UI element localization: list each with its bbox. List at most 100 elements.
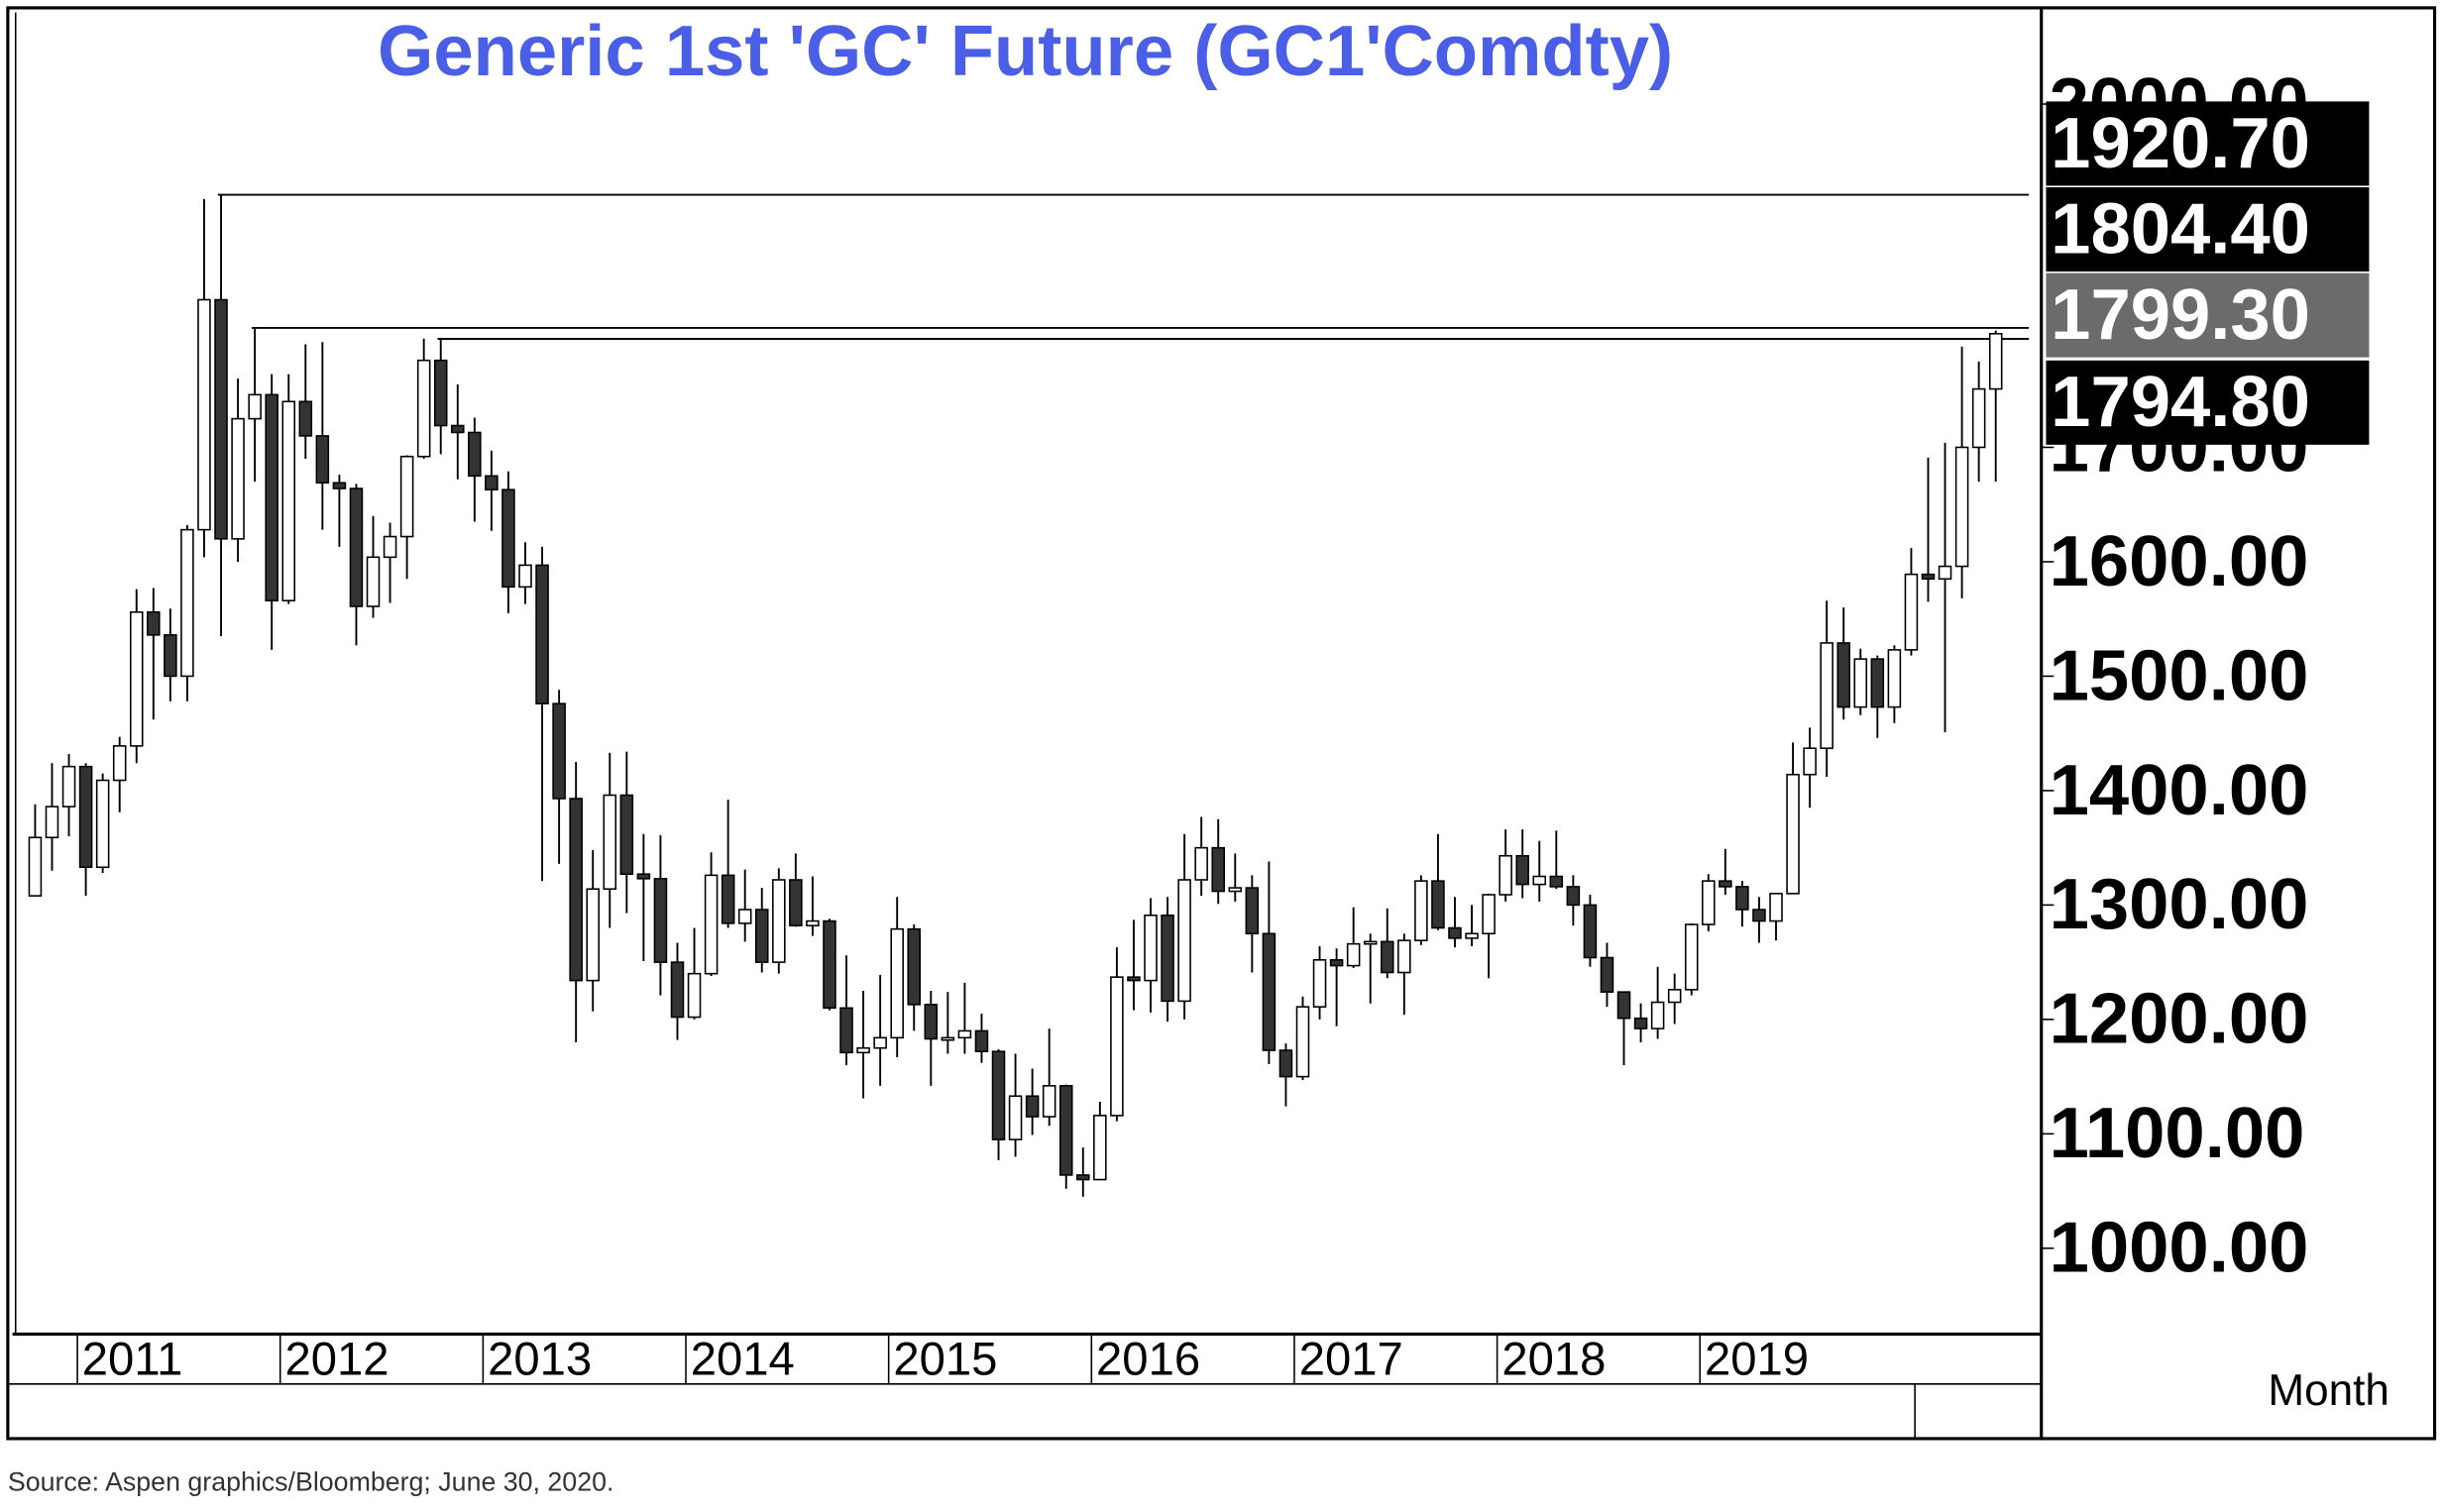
candle-body (1702, 880, 1716, 925)
candle-body (485, 475, 499, 490)
candle-body (315, 435, 330, 485)
candle-body (1954, 446, 1969, 568)
candle-body (1161, 914, 1174, 1003)
candle-body (197, 298, 211, 531)
candle-body (1870, 658, 1885, 708)
y-tick-label: 1400.00 (2050, 750, 2309, 830)
candle-body (332, 482, 347, 489)
candle-body (129, 610, 144, 747)
candle-body (1938, 565, 1952, 581)
candle-body (586, 888, 600, 982)
candle-body (1735, 886, 1749, 911)
candle-body (941, 1036, 955, 1041)
candle-body (1684, 923, 1699, 991)
candle-body (248, 393, 262, 420)
x-tick-label: 2016 (1096, 1333, 1200, 1385)
candle-body (1144, 914, 1158, 982)
level-box (2046, 187, 2370, 272)
candle-body (1616, 991, 1631, 1020)
candle-body (1769, 893, 1783, 922)
candle-body (856, 1046, 870, 1054)
candle-body (890, 927, 904, 1039)
candle-body (180, 528, 194, 678)
x-tick-label: 2019 (1705, 1333, 1809, 1385)
chart-title: Generic 1st 'GC' Future (GC1'Comdty) (378, 11, 1673, 91)
level-label: 1799.30 (2051, 274, 2310, 355)
candle-body (1008, 1095, 1023, 1140)
x-tick-label: 2015 (893, 1333, 997, 1385)
candle-body (1245, 887, 1260, 935)
candle-body (1549, 875, 1564, 888)
candle-body (1110, 976, 1124, 1117)
candle-body (957, 1029, 972, 1039)
candle-body (147, 610, 161, 636)
candle-body (281, 400, 296, 601)
candle-body (772, 879, 786, 963)
candle-body (518, 564, 532, 589)
candle-body (1329, 959, 1344, 967)
candle-body (823, 919, 836, 1010)
x-tick-label: 2014 (691, 1333, 795, 1385)
candle-body (1988, 333, 2003, 390)
x-tick-label: 2012 (284, 1333, 389, 1385)
candle-body (231, 417, 245, 540)
candle-body (1887, 649, 1902, 708)
candle-body (1278, 1049, 1293, 1078)
candle-body (1346, 942, 1361, 967)
candle-body (1127, 976, 1141, 982)
candle-body (1820, 642, 1833, 749)
candle-body (349, 487, 364, 607)
candle-body (416, 359, 431, 458)
candle-body (1482, 894, 1496, 935)
candle-body (653, 878, 668, 963)
candle-body (1566, 886, 1581, 907)
candle-body (1633, 1017, 1648, 1029)
candle-body (1853, 658, 1868, 708)
candle-body (265, 393, 278, 601)
candle-body (95, 779, 110, 869)
candle-body (1194, 846, 1208, 881)
candle-body (1515, 854, 1529, 886)
y-tick-label: 1300.00 (2050, 864, 2309, 944)
candle-body (214, 298, 228, 540)
candle-body (1042, 1085, 1056, 1118)
candle-body (603, 794, 617, 891)
candle-body (1228, 887, 1243, 893)
candle-body (552, 702, 566, 800)
candle-body (1177, 879, 1191, 1003)
frame (6, 6, 2437, 1441)
x-tick-label: 2017 (1299, 1333, 1403, 1385)
candle-body (45, 806, 59, 839)
candle-body (298, 400, 313, 437)
candle-body (1058, 1085, 1073, 1176)
candle-body (28, 836, 43, 897)
candle-body (721, 874, 735, 924)
candle-body (78, 765, 93, 869)
candle-body (1431, 880, 1445, 929)
candle-body (433, 359, 448, 427)
candle-body (366, 556, 381, 607)
candle-body (501, 488, 515, 589)
candle-body (806, 919, 820, 926)
level-box (2046, 360, 2370, 445)
candle-body (1836, 642, 1850, 708)
candle-body (164, 634, 177, 678)
candle-body (451, 424, 465, 434)
candle-body (1532, 875, 1547, 886)
period-label: Month (2268, 1366, 2389, 1415)
level-label: 1804.40 (2051, 188, 2310, 269)
candle-body (1093, 1115, 1107, 1181)
candle-body (1971, 387, 1986, 449)
level-box (2046, 101, 2370, 186)
candle-body (112, 745, 127, 782)
candle-body (399, 455, 414, 538)
candle-body (1583, 904, 1598, 959)
candle-body (1921, 573, 1936, 581)
x-tick-label: 2011 (82, 1333, 183, 1385)
candle-body (1752, 909, 1766, 922)
candle-body (789, 879, 803, 926)
candle-body (1262, 932, 1277, 1051)
candle-body (1414, 880, 1428, 941)
candle-body (535, 564, 549, 704)
